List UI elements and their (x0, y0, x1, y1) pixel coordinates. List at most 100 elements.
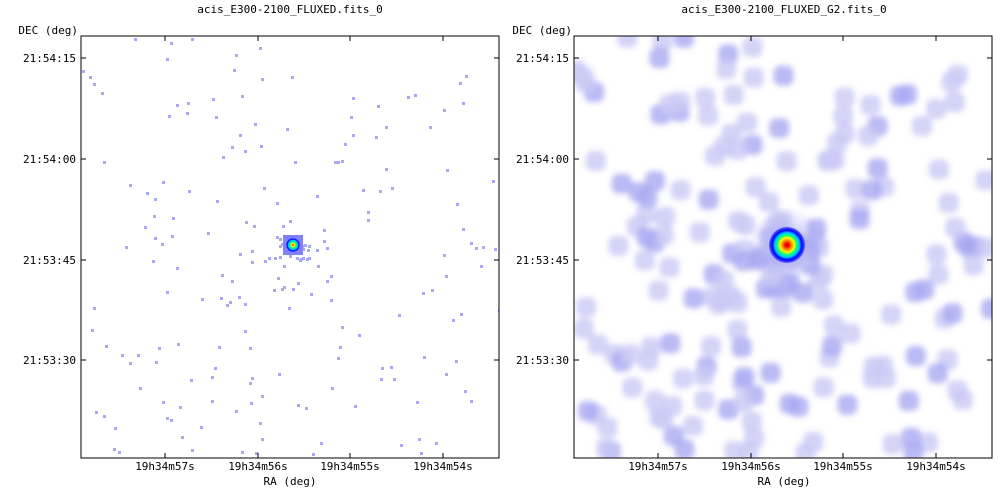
photon-pixel (337, 357, 340, 360)
photon-pixel (337, 161, 340, 164)
photon-pixel (105, 345, 108, 348)
photon-pixel (216, 200, 219, 203)
photon-pixel (214, 367, 217, 370)
photon-pixel (82, 70, 85, 73)
smoothed-blob (882, 434, 903, 455)
photon-pixel (259, 422, 262, 425)
photon-pixel (297, 282, 300, 285)
smoothed-blob (648, 280, 669, 301)
smoothed-blob (628, 182, 649, 203)
smoothed-blob (773, 65, 794, 86)
right-xlabel: RA (deg) (758, 475, 811, 488)
photon-pixel (125, 246, 128, 249)
smoothed-blob (659, 257, 680, 278)
smoothed-blob (928, 159, 949, 180)
photon-pixel (259, 47, 262, 50)
photon-pixel (418, 438, 421, 441)
smoothed-blob (743, 67, 764, 88)
smoothed-blob (858, 125, 879, 146)
smoothed-blob (942, 303, 963, 324)
smoothed-blob (731, 337, 752, 358)
photon-pixel (352, 134, 355, 137)
smoothed-blob (914, 279, 935, 300)
photon-pixel (393, 378, 396, 381)
smoothed-blob (881, 304, 902, 325)
photon-pixel (245, 221, 248, 224)
smoothed-blob (760, 362, 781, 383)
photon-pixel (470, 400, 473, 403)
right-y-tick-label: 21:54:15 (516, 52, 569, 65)
smoothed-blob (578, 401, 599, 422)
photon-pixel (176, 267, 179, 270)
photon-pixel (455, 360, 458, 363)
photon-pixel (220, 297, 223, 300)
photon-pixel (326, 280, 329, 283)
left-x-tick-label: 19h34m54s (413, 460, 473, 473)
photon-pixel (277, 277, 280, 280)
photon-pixel (261, 78, 264, 81)
photon-pixel (375, 136, 378, 139)
photon-pixel (326, 247, 329, 250)
photon-pixel (200, 426, 203, 429)
photon-pixel (273, 289, 276, 292)
left-y-tick-label: 21:54:00 (23, 153, 76, 166)
photon-pixel (166, 291, 169, 294)
photon-pixel (166, 58, 169, 61)
photon-pixel (304, 244, 307, 247)
photon-pixel (286, 128, 289, 131)
photon-pixel (398, 314, 401, 317)
smoothed-blob (721, 123, 742, 144)
smoothed-blob (620, 344, 641, 365)
smoothed-blob (662, 396, 683, 417)
photon-pixel (168, 115, 171, 118)
photon-pixel (188, 190, 191, 193)
left-y-tick-label: 21:53:30 (23, 354, 76, 367)
smoothed-blob (636, 227, 657, 248)
smoothed-blob (708, 294, 729, 315)
smoothed-blob (903, 441, 924, 458)
smoothed-blob (727, 319, 748, 340)
smoothed-blob (769, 118, 790, 139)
photon-pixel (316, 249, 319, 252)
smoothed-blob (689, 222, 710, 243)
photon-pixel (283, 265, 286, 268)
photon-pixel (118, 451, 121, 454)
photon-pixel (330, 299, 333, 302)
left-panel: acis_E300-2100_FLUXED.fits_0 DEC (deg) R… (18, 3, 500, 488)
photon-pixel (445, 275, 448, 278)
photon-pixel (279, 245, 282, 248)
smoothed-blob (792, 282, 813, 303)
smoothed-blob (733, 392, 754, 413)
smoothed-blob (723, 84, 744, 105)
photon-pixel (244, 150, 247, 153)
photon-pixel (152, 260, 155, 263)
photon-pixel (323, 240, 326, 243)
photon-pixel (459, 82, 462, 85)
smoothed-blob (742, 37, 763, 58)
smoothed-blob (912, 116, 933, 137)
smoothed-blob (952, 389, 973, 410)
photon-pixel (462, 102, 465, 105)
photon-pixel (460, 313, 463, 316)
photon-pixel (423, 356, 426, 359)
photon-pixel (390, 366, 393, 369)
left-frame (80, 35, 500, 459)
photon-pixel (278, 373, 281, 376)
photon-pixel (276, 202, 279, 205)
photon-pixel (282, 225, 285, 228)
photon-pixel (95, 411, 98, 414)
photon-pixel (91, 329, 94, 332)
smoothed-blob (744, 428, 765, 449)
smoothed-blob (813, 377, 834, 398)
smoothed-blob (742, 134, 763, 155)
photon-pixel (114, 427, 117, 430)
smoothed-blob (704, 145, 725, 166)
smoothed-blob (617, 36, 638, 48)
left-x-tick-label: 19h34m55s (320, 460, 380, 473)
smoothed-blob (741, 411, 762, 432)
smoothed-blob (698, 189, 719, 210)
smoothed-blob (663, 425, 684, 446)
photon-pixel (158, 347, 161, 350)
smoothed-blob (713, 270, 734, 291)
